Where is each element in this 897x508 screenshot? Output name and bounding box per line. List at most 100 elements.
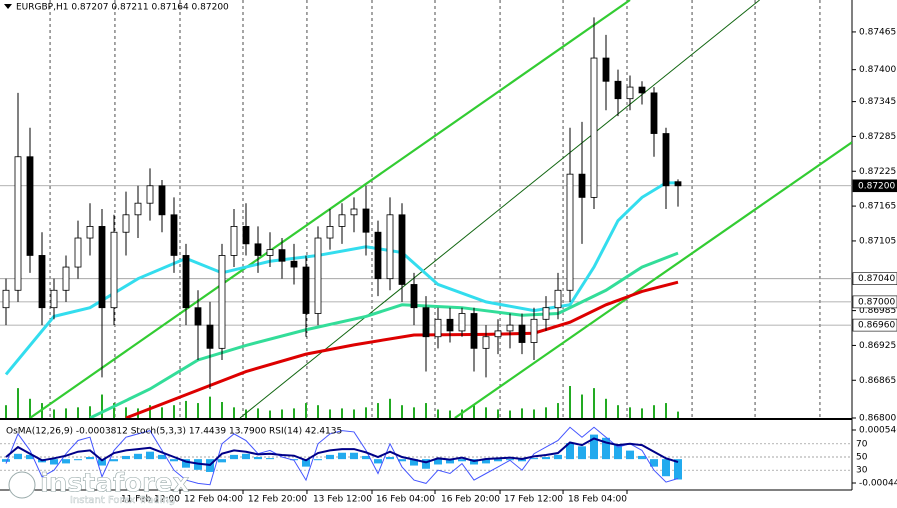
volume-bar: [269, 410, 271, 418]
osma-bar: [422, 459, 430, 469]
price-label-box: [852, 295, 897, 309]
price-label: 0.87200: [858, 181, 895, 191]
osma-bar: [434, 459, 442, 465]
osma-bar: [410, 459, 418, 466]
volume-bar: [173, 405, 175, 418]
osma-bar: [590, 434, 598, 460]
candle-body: [398, 214, 406, 285]
candle-body: [242, 226, 250, 245]
y-tick-label: 0.86865: [859, 376, 896, 386]
osma-bar: [650, 459, 658, 467]
candle-body: [614, 80, 622, 100]
y-tick-label: 0.87105: [859, 236, 896, 246]
candle-body: [86, 226, 94, 239]
osma-bar: [122, 455, 130, 460]
volume-bar: [545, 407, 547, 418]
osma-bar: [542, 457, 550, 460]
candle-body: [326, 226, 334, 239]
x-tick-label: 13 Feb 12:00: [313, 495, 372, 505]
volume-bar: [641, 408, 643, 418]
candle-body: [38, 255, 46, 309]
candle-body: [266, 249, 274, 256]
volume-bar: [149, 405, 151, 418]
candle-body: [578, 173, 586, 198]
menu-triangle: [4, 4, 12, 9]
oscillator-line: [5, 426, 679, 486]
volume-bar: [593, 388, 595, 418]
volume-bar: [5, 405, 7, 418]
osma-bar: [326, 454, 334, 460]
candle-body: [458, 313, 466, 332]
osma-bar: [26, 454, 34, 460]
volume-bar: [125, 407, 127, 418]
y-tick-label: 0.87465: [859, 27, 896, 37]
candle-body: [602, 57, 610, 82]
oscillator-title: OsMA(12,26,9) -0.0003812 Stoch(5,3,3) 17…: [6, 427, 342, 437]
osma-bar: [302, 459, 310, 467]
osma-bar: [506, 459, 514, 461]
volume-bar: [473, 405, 475, 418]
candle-body: [206, 324, 214, 349]
volume-bar: [569, 386, 571, 418]
candle-body: [638, 86, 646, 94]
y-tick-label: 0.87400: [859, 65, 896, 75]
logo-icon: [8, 471, 36, 499]
price-label-box: [852, 179, 897, 193]
volume-bar: [377, 403, 379, 418]
osma-bar: [350, 452, 358, 460]
candle-body: [674, 181, 682, 187]
x-tick-label: 17 Feb 12:00: [504, 495, 563, 505]
y2-tick-label: 70: [856, 439, 868, 449]
volume-bar: [185, 400, 187, 418]
price-label: 0.87040: [858, 274, 895, 284]
volume-bar: [665, 403, 667, 418]
volume-bar: [521, 408, 523, 418]
volume-bar: [389, 398, 391, 418]
y2-tick-label: 30: [856, 466, 868, 476]
x-tick-label: 11 Feb 12:00: [121, 495, 180, 505]
x-tick-label: 12 Feb 20:00: [248, 495, 307, 505]
candle-body: [554, 289, 562, 309]
candle-body: [386, 214, 394, 280]
osma-bar: [662, 459, 670, 477]
price-label-box: [852, 318, 897, 332]
volume-bar: [317, 405, 319, 418]
candle-body: [2, 289, 10, 309]
volume-bar: [221, 402, 223, 418]
candle-body: [590, 57, 598, 198]
y-tick-label: 0.87345: [859, 97, 896, 107]
trend-line: [454, 141, 852, 418]
osma-bar: [602, 437, 610, 460]
volume-bar: [581, 394, 583, 418]
osma-bar: [170, 459, 178, 462]
volume-bar: [509, 410, 511, 418]
osma-bar: [290, 459, 298, 461]
candle-body: [182, 255, 190, 309]
osma-bar: [398, 459, 406, 462]
volume-bar: [617, 405, 619, 418]
osma-bar: [374, 459, 382, 464]
osma-bar: [518, 459, 526, 462]
chart-title: EURGBP,H1 0.87207 0.87211 0.87164 0.8720…: [16, 3, 229, 13]
candle-body: [494, 330, 502, 338]
osma-bar: [74, 459, 82, 461]
volume-bar: [677, 411, 679, 418]
candle-body: [170, 214, 178, 256]
candle-body: [74, 237, 82, 268]
volume-bar: [485, 407, 487, 418]
osma-bar: [146, 451, 154, 460]
candle-body: [566, 173, 574, 291]
osma-bar: [386, 457, 394, 460]
candle-body: [254, 243, 262, 256]
candle-body: [446, 318, 454, 332]
candle-body: [362, 208, 370, 233]
candle-body: [410, 284, 418, 309]
y-tick-label: 0.86985: [859, 306, 896, 316]
osma-bar: [578, 446, 586, 460]
x-tick-label: 12 Feb 04:00: [184, 495, 243, 505]
osma-bar: [2, 459, 10, 462]
candle-body: [146, 185, 154, 204]
candle-body: [290, 260, 298, 268]
